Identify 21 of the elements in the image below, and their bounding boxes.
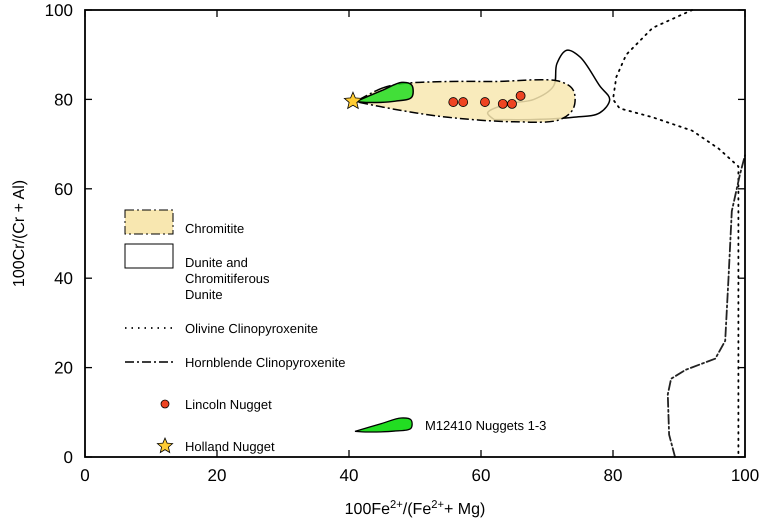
y-tick-label: 80 — [54, 90, 73, 110]
legend-label: Chromitite — [185, 221, 244, 236]
x-tick-label: 0 — [80, 466, 90, 485]
x-tick-label: 80 — [604, 466, 622, 485]
y-tick-label: 40 — [54, 269, 73, 288]
x-tick-label: 100 — [730, 466, 760, 485]
x-tick-label: 20 — [208, 466, 226, 485]
x-tick-label: 60 — [472, 466, 490, 485]
legend-label: Olivine Clinopyroxenite — [185, 321, 318, 336]
x-axis-title: 100Fe$^{2+}$/(Fe$^{2+}$+ Mg) — [344, 499, 486, 518]
x-tick-label: 40 — [340, 466, 358, 485]
y-tick-label: 100 — [44, 1, 73, 20]
y-tick-label: 20 — [54, 358, 73, 378]
legend-label: Hornblende Clinopyroxenite — [185, 355, 346, 370]
legend-label: Dunite and Chromitiferous Dunite — [185, 255, 270, 302]
y-tick-label: 0 — [64, 448, 73, 467]
series-label: M12410 Nuggets 1-3 — [425, 418, 546, 433]
y-tick-label: 60 — [54, 180, 73, 199]
legend-label: Lincoln Nugget — [185, 397, 272, 412]
y-axis-title: 100Cr/(Cr + Al) — [11, 180, 28, 288]
legend-label: Holland Nugget — [185, 439, 276, 454]
